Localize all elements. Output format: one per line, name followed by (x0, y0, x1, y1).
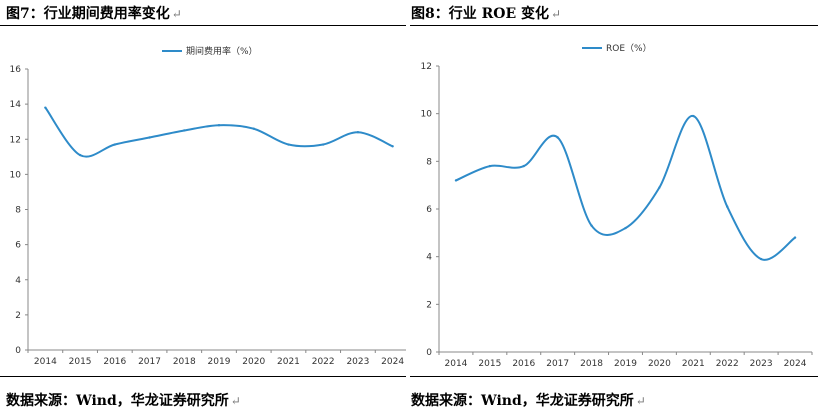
x-tick-label: 2023 (750, 359, 773, 369)
bottom-rule-right (410, 376, 818, 377)
y-tick-label: 4 (15, 276, 21, 286)
data-point (590, 224, 593, 227)
x-tick-label: 2014 (34, 357, 57, 367)
source-note-text: 数据来源：Wind，华龙证券研究所 (6, 393, 229, 409)
top-rule-right (410, 25, 818, 26)
expense-ratio-series-line (44, 107, 394, 158)
data-point (726, 205, 729, 208)
data-point (793, 236, 797, 239)
data-point (624, 226, 627, 230)
legend-label: 期间费用率（%） (186, 45, 258, 57)
data-point (391, 145, 394, 148)
y-tick-label: 16 (10, 65, 22, 75)
y-tick-label: 0 (15, 346, 21, 356)
data-point (658, 186, 661, 189)
data-point (44, 106, 47, 109)
legend-label: ROE（%） (606, 43, 652, 54)
return-mark-icon: ↵ (171, 7, 182, 21)
roe-series-line (455, 115, 796, 261)
data-point (356, 131, 360, 134)
source-note-text: 数据来源：Wind，华龙证券研究所 (411, 393, 634, 409)
y-tick-label: 0 (426, 348, 432, 358)
x-tick-label: 2019 (208, 357, 231, 367)
data-point (252, 127, 255, 130)
x-tick-label: 2019 (614, 359, 637, 369)
y-tick-label: 6 (15, 241, 21, 251)
source-note-right: 数据来源：Wind，华龙证券研究所 ↵ (411, 390, 646, 410)
x-tick-label: 2024 (784, 359, 807, 369)
y-tick-label: 8 (426, 157, 432, 167)
data-point (78, 153, 82, 157)
y-tick-label: 10 (421, 110, 433, 120)
data-point (183, 129, 186, 132)
y-tick-label: 12 (421, 62, 432, 72)
y-tick-label: 4 (426, 253, 432, 263)
y-tick-label: 2 (426, 300, 432, 310)
x-tick-label: 2020 (648, 359, 671, 369)
data-point (321, 143, 325, 146)
x-tick-label: 2018 (173, 357, 196, 367)
x-tick-label: 2023 (346, 357, 369, 367)
source-note-left: 数据来源：Wind，华龙证券研究所 ↵ (6, 390, 241, 410)
x-tick-label: 2022 (716, 359, 739, 369)
figure-8-caption: 图8：行业 ROE 变化 ↵ (411, 3, 561, 23)
data-point (113, 143, 117, 146)
x-tick-label: 2024 (381, 357, 404, 367)
x-tick-label: 2014 (445, 359, 468, 369)
y-tick-label: 12 (10, 135, 21, 145)
return-mark-icon: ↵ (635, 394, 646, 408)
data-point (692, 114, 695, 118)
y-tick-label: 2 (15, 311, 21, 321)
x-tick-label: 2021 (277, 357, 300, 367)
x-tick-label: 2015 (478, 359, 501, 369)
return-mark-icon: ↵ (230, 394, 241, 408)
y-tick-label: 14 (10, 100, 22, 110)
bottom-rule-left (0, 376, 406, 377)
data-point (522, 164, 525, 168)
x-tick-label: 2021 (682, 359, 705, 369)
data-point (454, 179, 458, 182)
x-tick-label: 2018 (580, 359, 603, 369)
x-tick-label: 2017 (546, 359, 569, 369)
x-tick-label: 2016 (103, 357, 126, 367)
return-mark-icon: ↵ (551, 7, 562, 21)
data-point (217, 124, 221, 127)
top-rule-left (0, 25, 406, 26)
expense-ratio-chart: 0 2 4 6 8 10 12 14 16 2014 2015 2016 2017 2018 2019 202… (10, 45, 406, 367)
y-tick-label: 6 (426, 205, 432, 215)
data-point (287, 143, 290, 146)
data-point (488, 164, 492, 168)
roe-chart: 0 2 4 6 8 10 12 2014 2015 2016 2017 2018 2019 2020 202… (421, 43, 813, 369)
x-tick-label: 2022 (312, 357, 335, 367)
figure-7-caption-text: 图7：行业期间费用率变化 (6, 6, 170, 22)
y-tick-label: 10 (10, 170, 22, 180)
data-point (759, 257, 763, 261)
figure-7-caption: 图7：行业期间费用率变化 ↵ (6, 3, 182, 23)
figure-8-caption-text: 图8：行业 ROE 变化 (411, 6, 549, 22)
x-tick-label: 2015 (69, 357, 92, 367)
x-tick-label: 2017 (138, 357, 161, 367)
data-point (556, 136, 559, 139)
y-tick-label: 8 (15, 206, 21, 216)
data-point (148, 136, 151, 139)
x-tick-label: 2016 (512, 359, 535, 369)
x-tick-label: 2020 (242, 357, 265, 367)
